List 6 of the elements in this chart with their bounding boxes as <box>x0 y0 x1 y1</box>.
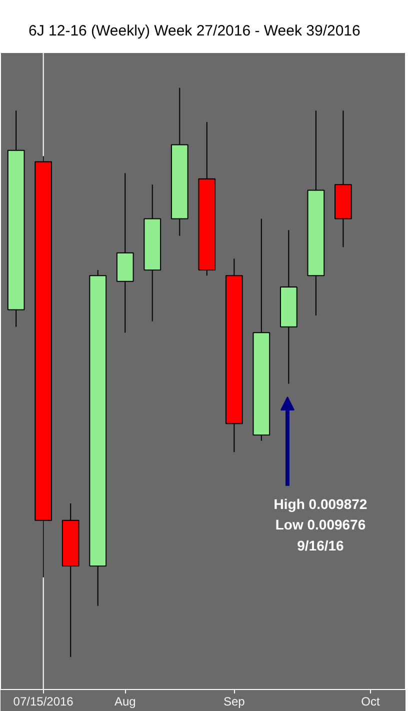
chart-title: 6J 12-16 (Weekly) Week 27/2016 - Week 39/2016 <box>28 22 360 40</box>
x-tick-label: Sep <box>223 694 246 708</box>
x-tick-label: 07/15/2016 <box>13 694 74 708</box>
x-tick-label: Aug <box>114 694 136 708</box>
annotation: High 0.009872 Low 0.009676 9/16/16 <box>274 496 368 554</box>
x-tick-label: Oct <box>361 694 380 708</box>
